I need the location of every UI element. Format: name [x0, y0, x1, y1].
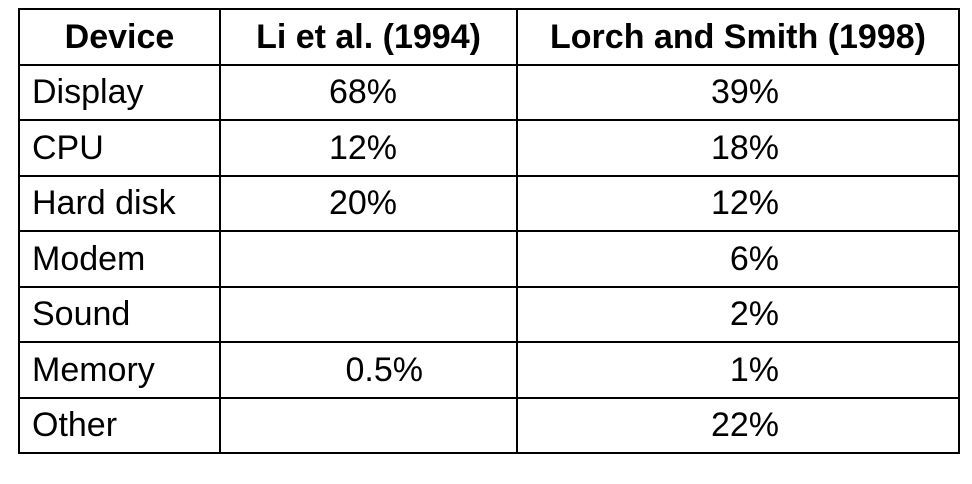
- device-cell: Modem: [18, 230, 221, 288]
- lorch-value-cell: 22%: [516, 396, 960, 454]
- table-row: Modem 6%: [18, 230, 960, 288]
- li-value-cell: 12%: [219, 119, 518, 177]
- device-cell: Display: [18, 63, 221, 121]
- device-cell: Sound: [18, 285, 221, 343]
- table-row: Other 22%: [18, 396, 960, 454]
- li-value-cell: [219, 230, 518, 288]
- lorch-value-cell: 39%: [516, 63, 960, 121]
- li-value-cell: 20%: [219, 174, 518, 232]
- lorch-value: 1%: [729, 350, 779, 389]
- lorch-value: 6%: [729, 239, 779, 278]
- lorch-value: 18%: [710, 128, 779, 167]
- table-row: Hard disk 20% 12%: [18, 174, 960, 232]
- device-cell: Hard disk: [18, 174, 221, 232]
- li-value-cell: 0.5%: [219, 341, 518, 399]
- table-row: CPU 12% 18%: [18, 119, 960, 177]
- li-value-cell: 68%: [219, 63, 518, 121]
- header-li-1994: Li et al. (1994): [219, 8, 518, 66]
- lorch-value: 22%: [710, 406, 779, 445]
- li-value: 20%: [328, 184, 397, 223]
- li-value: 68%: [328, 73, 397, 112]
- li-value-cell: [219, 396, 518, 454]
- li-value: 12%: [328, 128, 397, 167]
- lorch-value: 2%: [729, 295, 779, 334]
- device-cell: Other: [18, 396, 221, 454]
- table-row: Display 68% 39%: [18, 63, 960, 121]
- lorch-value: 39%: [710, 73, 779, 112]
- power-consumption-table: Device Li et al. (1994) Lorch and Smith …: [18, 8, 960, 454]
- li-value-cell: [219, 285, 518, 343]
- device-cell: Memory: [18, 341, 221, 399]
- header-device: Device: [18, 8, 221, 66]
- lorch-value-cell: 2%: [516, 285, 960, 343]
- header-row: Device Li et al. (1994) Lorch and Smith …: [18, 8, 960, 66]
- lorch-value: 12%: [710, 184, 779, 223]
- header-lorch-smith-1998: Lorch and Smith (1998): [516, 8, 960, 66]
- lorch-value-cell: 18%: [516, 119, 960, 177]
- table-row: Memory 0.5% 1%: [18, 341, 960, 399]
- table-row: Sound 2%: [18, 285, 960, 343]
- lorch-value-cell: 12%: [516, 174, 960, 232]
- li-value: 0.5%: [345, 350, 424, 389]
- lorch-value-cell: 6%: [516, 230, 960, 288]
- lorch-value-cell: 1%: [516, 341, 960, 399]
- device-cell: CPU: [18, 119, 221, 177]
